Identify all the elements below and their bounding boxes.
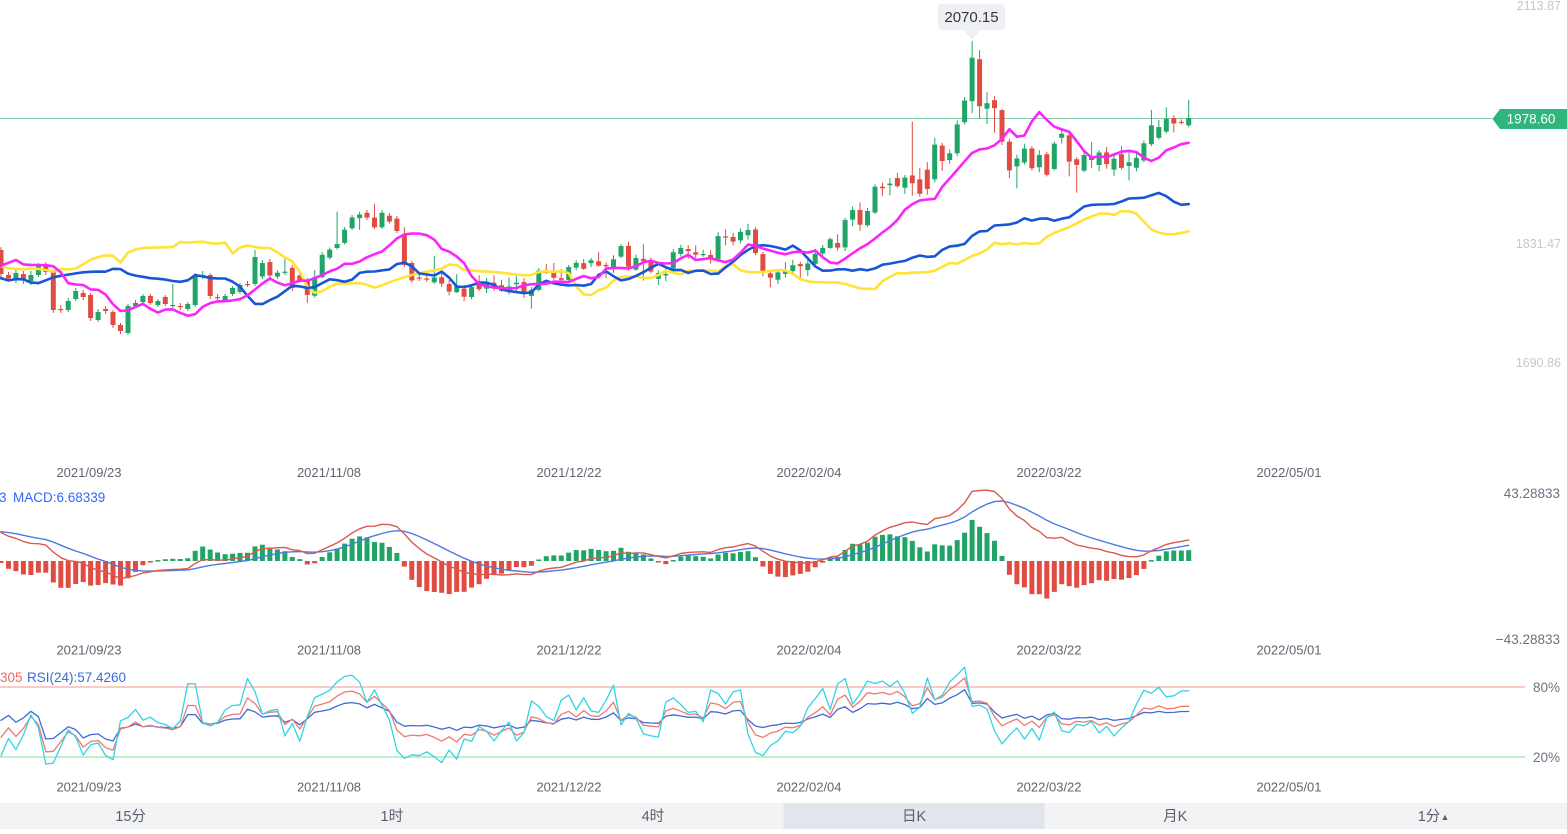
svg-text:15分: 15分 xyxy=(115,808,146,825)
svg-text:1690.86: 1690.86 xyxy=(1516,356,1561,370)
svg-text:2113.87: 2113.87 xyxy=(1517,0,1561,13)
svg-text:4时: 4时 xyxy=(642,808,665,825)
svg-text:2070.15: 2070.15 xyxy=(944,9,998,26)
svg-text:RSI(24):57.4260: RSI(24):57.4260 xyxy=(27,670,126,685)
svg-text:2021/12/22: 2021/12/22 xyxy=(536,465,601,480)
svg-text:2021/11/08: 2021/11/08 xyxy=(297,643,361,658)
svg-text:43.28833: 43.28833 xyxy=(1504,486,1560,501)
svg-text:20%: 20% xyxy=(1533,750,1560,765)
svg-text:MACD:6.68339: MACD:6.68339 xyxy=(13,490,105,505)
svg-text:305: 305 xyxy=(0,670,23,685)
svg-text:2021/12/22: 2021/12/22 xyxy=(536,643,601,658)
svg-text:2021/12/22: 2021/12/22 xyxy=(536,780,601,795)
svg-text:2022/03/22: 2022/03/22 xyxy=(1016,780,1081,795)
svg-text:1831.47: 1831.47 xyxy=(1516,237,1561,251)
svg-text:1时: 1时 xyxy=(381,808,404,825)
svg-text:2021/09/23: 2021/09/23 xyxy=(56,643,121,658)
svg-text:2022/03/22: 2022/03/22 xyxy=(1016,643,1081,658)
svg-text:2021/09/23: 2021/09/23 xyxy=(56,465,121,480)
svg-text:2021/11/08: 2021/11/08 xyxy=(297,465,361,480)
svg-text:2022/05/01: 2022/05/01 xyxy=(1256,465,1321,480)
svg-text:▲: ▲ xyxy=(1441,812,1450,822)
svg-text:1分: 1分 xyxy=(1418,808,1441,825)
svg-text:2022/05/01: 2022/05/01 xyxy=(1256,780,1321,795)
svg-text:日K: 日K xyxy=(902,809,926,825)
svg-text:2022/03/22: 2022/03/22 xyxy=(1016,465,1081,480)
svg-text:2022/02/04: 2022/02/04 xyxy=(776,465,841,480)
svg-text:2022/02/04: 2022/02/04 xyxy=(776,780,841,795)
svg-text:2022/02/04: 2022/02/04 xyxy=(776,643,841,658)
svg-text:2021/11/08: 2021/11/08 xyxy=(297,780,361,795)
svg-text:2022/05/01: 2022/05/01 xyxy=(1256,643,1321,658)
svg-text:3: 3 xyxy=(0,490,7,505)
svg-text:月K: 月K xyxy=(1163,809,1187,825)
svg-text:−43.28833: −43.28833 xyxy=(1496,632,1560,647)
svg-text:80%: 80% xyxy=(1533,680,1560,695)
svg-text:1978.60: 1978.60 xyxy=(1507,112,1556,127)
svg-text:2021/09/23: 2021/09/23 xyxy=(56,780,121,795)
